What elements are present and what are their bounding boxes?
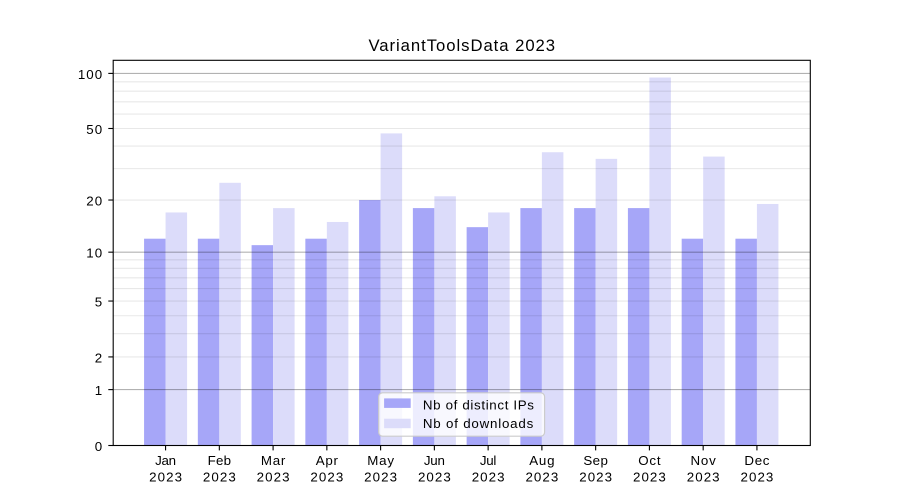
svg-text:2023: 2023	[364, 469, 398, 484]
svg-text:0: 0	[95, 439, 103, 454]
svg-text:100: 100	[78, 67, 103, 82]
svg-text:Mar: Mar	[261, 453, 286, 468]
svg-text:2023: 2023	[203, 469, 237, 484]
svg-text:50: 50	[86, 122, 103, 137]
svg-text:1: 1	[95, 383, 103, 398]
svg-text:2023: 2023	[149, 469, 183, 484]
svg-text:Jul: Jul	[480, 453, 496, 468]
svg-text:10: 10	[86, 246, 103, 261]
svg-text:2: 2	[95, 350, 103, 365]
svg-text:2023: 2023	[418, 469, 452, 484]
svg-text:2023: 2023	[472, 469, 506, 484]
svg-text:5: 5	[95, 294, 103, 309]
svg-text:2023: 2023	[257, 469, 291, 484]
svg-text:Nb of distinct IPs: Nb of distinct IPs	[423, 397, 535, 412]
svg-text:20: 20	[86, 193, 103, 208]
svg-text:2023: 2023	[687, 469, 721, 484]
svg-text:2023: 2023	[740, 469, 774, 484]
svg-text:Nb of downloads: Nb of downloads	[423, 416, 534, 431]
svg-text:2023: 2023	[525, 469, 559, 484]
svg-text:2023: 2023	[579, 469, 613, 484]
svg-text:Aug: Aug	[529, 453, 555, 468]
svg-text:Jan: Jan	[155, 453, 176, 468]
svg-text:May: May	[367, 453, 395, 468]
svg-text:Oct: Oct	[638, 453, 661, 468]
svg-text:Apr: Apr	[316, 453, 339, 468]
svg-text:Sep: Sep	[583, 453, 608, 468]
svg-text:Nov: Nov	[691, 453, 717, 468]
svg-text:2023: 2023	[310, 469, 344, 484]
svg-text:2023: 2023	[633, 469, 667, 484]
svg-text:Dec: Dec	[744, 453, 770, 468]
svg-text:Feb: Feb	[208, 453, 232, 468]
svg-text:VariantToolsData 2023: VariantToolsData 2023	[368, 36, 556, 55]
svg-text:Jun: Jun	[424, 453, 445, 468]
